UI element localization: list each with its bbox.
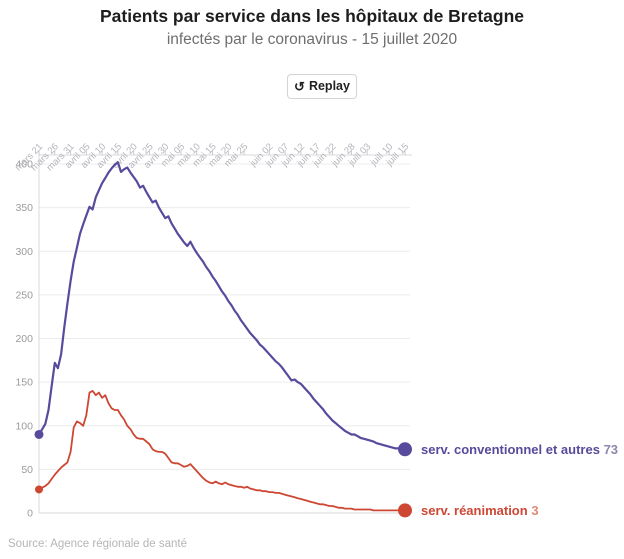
- series-line-1: [38, 389, 406, 512]
- replay-button[interactable]: ↺ Replay: [287, 74, 357, 99]
- replay-icon: ↺: [294, 79, 305, 94]
- y-axis-tick-label: 50: [21, 464, 33, 476]
- y-axis-tick-label: 150: [15, 377, 33, 389]
- series-line-0: [37, 161, 407, 451]
- legend-serv-conventionnel-name: serv. conventionnel et autres: [421, 441, 600, 457]
- series-start-dot-0: [34, 429, 44, 439]
- legend-serv-conventionnel: serv. conventionnel et autres 73: [421, 442, 618, 457]
- y-axis-tick-label: 250: [15, 289, 33, 301]
- series-end-dot-0: [398, 442, 412, 457]
- y-axis-tick-label: 100: [15, 420, 33, 432]
- y-axis-tick-label: 300: [15, 246, 33, 258]
- source-caption: Source: Agence régionale de santé: [8, 538, 188, 550]
- legend-serv-reanimation-name: serv. réanimation: [421, 502, 528, 518]
- legend-serv-conventionnel-value: 73: [603, 441, 619, 457]
- series-end-dot-1: [398, 503, 412, 518]
- y-axis-tick-label: 350: [15, 202, 33, 214]
- y-axis-tick-label: 400: [15, 159, 33, 171]
- page-title: Patients par service dans les hôpitaux d…: [99, 6, 525, 26]
- replay-button-label: Replay: [308, 79, 350, 94]
- legend-serv-reanimation-value: 3: [531, 502, 539, 518]
- legend-serv-reanimation: serv. réanimation 3: [421, 503, 539, 518]
- y-axis-tick-label: 200: [15, 333, 33, 345]
- y-axis-tick-label: 0: [27, 508, 33, 520]
- page-subtitle: infectés par le coronavirus - 15 juillet…: [166, 31, 458, 48]
- series-start-dot-1: [35, 485, 43, 494]
